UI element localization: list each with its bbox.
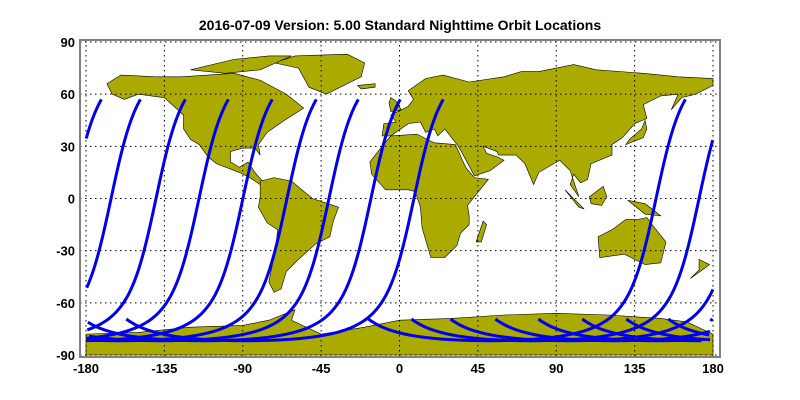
- x-tick-label: 45: [471, 361, 485, 376]
- land-madagascar: [475, 220, 487, 243]
- y-tick-label: 0: [68, 192, 75, 207]
- orbit-track: [367, 98, 687, 343]
- land-arctic-islands: [190, 55, 292, 74]
- orbit-track: [86, 98, 274, 343]
- orbit-track: [410, 139, 715, 343]
- y-tick-label: -30: [56, 244, 75, 259]
- y-tick-label: -60: [56, 296, 75, 311]
- grid-layer: [80, 40, 720, 357]
- tick-labels: -180 -135 -90 -45 0 45 90 135 180 90 60 30 0 -30 -60 -9…: [56, 35, 724, 376]
- land-borneo: [589, 185, 608, 206]
- x-tick-label: -45: [312, 361, 331, 376]
- land-iceland: [357, 83, 376, 90]
- orbit-layer: [84, 98, 715, 343]
- orbit-track: [88, 98, 360, 343]
- x-tick-label: 135: [624, 361, 646, 376]
- y-tick-label: 30: [61, 139, 75, 154]
- land-south-america: [258, 177, 339, 293]
- plot-frame: [79, 39, 721, 358]
- orbit-track: [709, 317, 714, 322]
- orbit-track: [125, 98, 445, 343]
- land-north-america: [106, 72, 305, 185]
- land-eurasia: [381, 64, 714, 197]
- x-tick-label: -180: [73, 361, 99, 376]
- land-japan: [625, 119, 648, 146]
- x-tick-label: -135: [151, 361, 177, 376]
- y-tick-label: 60: [61, 87, 75, 102]
- orbit-track: [86, 98, 187, 332]
- land-sumatra: [564, 189, 585, 210]
- orbit-track: [86, 98, 230, 340]
- orbit-track: [87, 98, 402, 343]
- x-tick-label: 90: [549, 361, 563, 376]
- orbit-track: [85, 98, 142, 289]
- orbit-track: [667, 317, 710, 337]
- land-australia: [597, 217, 667, 265]
- land-greenland: [272, 53, 366, 95]
- orbit-track: [94, 98, 318, 343]
- x-tick-label: 0: [396, 361, 403, 376]
- x-tick-label: -90: [233, 361, 252, 376]
- orbit-track: [84, 98, 103, 139]
- y-tick-label: -90: [56, 348, 75, 363]
- land-new-zealand: [690, 258, 711, 279]
- map-title: 2016-07-09 Version: 5.00 Standard Nightt…: [199, 17, 601, 33]
- orbit-track: [625, 317, 711, 342]
- y-tick-label: 90: [61, 35, 75, 50]
- x-tick-label: 180: [702, 361, 724, 376]
- orbit-track: [449, 288, 715, 343]
